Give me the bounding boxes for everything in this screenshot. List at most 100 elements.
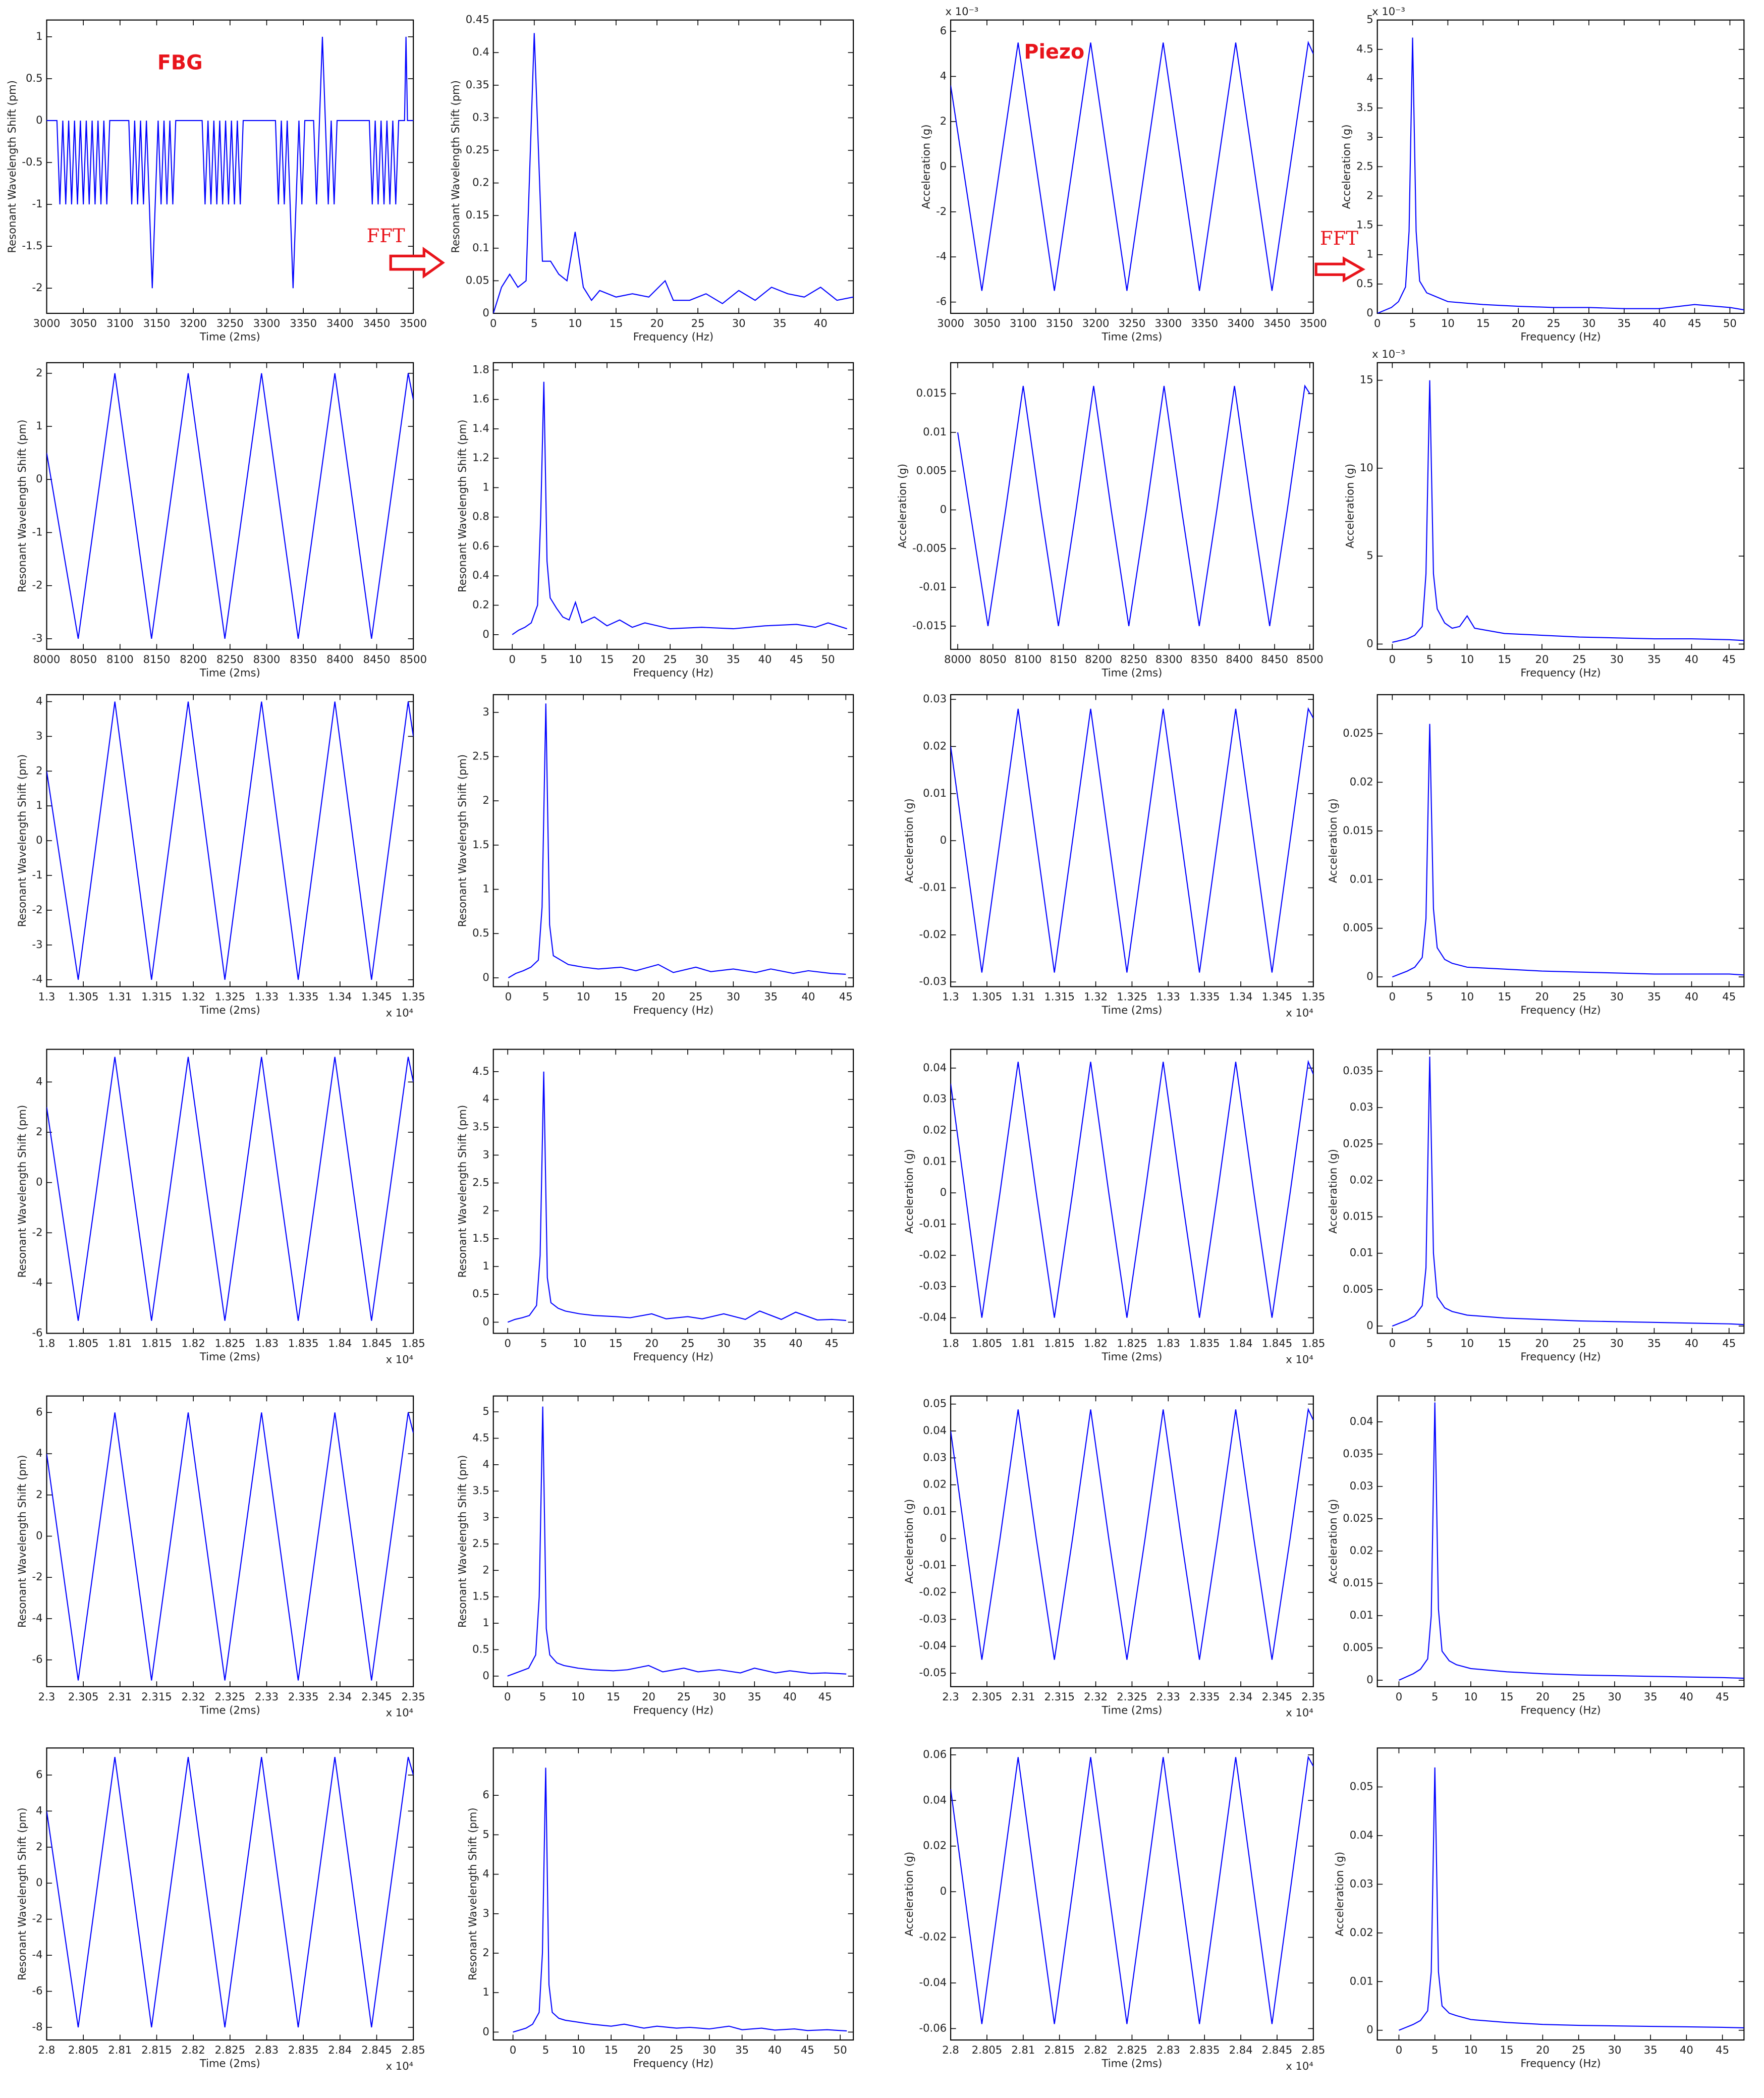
y-tick-label: 0 bbox=[1366, 1673, 1373, 1686]
x-tick-label: 20 bbox=[1536, 1690, 1550, 1703]
x-tick-label: 25 bbox=[1572, 2044, 1585, 2056]
data-line bbox=[507, 1071, 846, 1323]
y-tick-label: 0.4 bbox=[472, 569, 489, 581]
y-axis-label: Resonant Wavelength Shift (pm) bbox=[456, 420, 469, 593]
y-tick-label: -0.03 bbox=[919, 1612, 947, 1625]
y-tick-label: -0.02 bbox=[919, 928, 947, 941]
y-tick-label: 0.01 bbox=[923, 787, 947, 799]
y-tick-label: 4.5 bbox=[472, 1065, 489, 1077]
x-tick-label: 3300 bbox=[253, 317, 281, 329]
x-tick-label: 5 bbox=[540, 653, 547, 666]
subplot: 0 5 10 15 20 25 30 35 40 45 0 0.005 0.01 0.015 0.02 0.0… bbox=[1327, 1048, 1745, 1363]
plot-area bbox=[950, 362, 1314, 650]
y-tick-label: 3 bbox=[36, 729, 42, 742]
x-axis-label: Frequency (Hz) bbox=[1520, 666, 1601, 679]
x-tick-label: 8500 bbox=[400, 653, 427, 666]
x-tick-label: 5 bbox=[539, 1690, 546, 1703]
x-tick-label: 1.85 bbox=[1301, 1337, 1325, 1350]
y-tick-label: 0.03 bbox=[1350, 1100, 1373, 1113]
x-tick-label: 8000 bbox=[944, 653, 971, 666]
y-tick-label: 3 bbox=[482, 1511, 489, 1523]
x-tick-label: 3250 bbox=[216, 317, 244, 329]
x-tick-label: 50 bbox=[821, 653, 835, 666]
y-tick-label: -0.02 bbox=[919, 1585, 947, 1598]
x-tick-label: 1.325 bbox=[215, 990, 245, 1003]
x-tick-label: 20 bbox=[1535, 990, 1549, 1003]
x-tick-label: 8450 bbox=[1261, 653, 1288, 666]
x-tick-label: 20 bbox=[1512, 317, 1525, 329]
x-tick-label: 8200 bbox=[1085, 653, 1112, 666]
x-tick-label: 2.845 bbox=[361, 2044, 392, 2056]
subplot: 0 5 10 15 20 25 30 35 40 45 0 0.005 0.01 0.015 0.02 0.0… bbox=[1327, 694, 1745, 1016]
x-tick-label: 25 bbox=[1572, 1690, 1585, 1703]
x-tick-label: 25 bbox=[1573, 990, 1586, 1003]
y-tick-label: 0.15 bbox=[466, 208, 489, 221]
y-tick-label: 0.025 bbox=[1343, 1137, 1373, 1149]
x-tick-label: 45 bbox=[1722, 990, 1736, 1003]
x-tick-label: 2.315 bbox=[1044, 1690, 1074, 1703]
x-tick-label: 2.825 bbox=[215, 2044, 245, 2056]
x-tick-label: 1.83 bbox=[1156, 1337, 1180, 1350]
y-tick-label: 1 bbox=[482, 1616, 489, 1629]
x-tick-label: 0 bbox=[509, 653, 516, 666]
x-tick-label: 30 bbox=[1610, 990, 1624, 1003]
y-tick-label: 4 bbox=[36, 1075, 42, 1087]
y-tick-label: 0.02 bbox=[923, 1839, 947, 1852]
x-offset-label: x 10⁴ bbox=[386, 1706, 414, 1719]
x-tick-label: 20 bbox=[1535, 653, 1549, 666]
x-tick-label: 8100 bbox=[1015, 653, 1042, 666]
y-tick-label: 0 bbox=[482, 2025, 489, 2037]
y-axis-label: Resonant Wavelength Shift (pm) bbox=[6, 80, 18, 253]
y-tick-label: 0 bbox=[940, 159, 947, 172]
x-tick-label: 45 bbox=[839, 990, 853, 1003]
y-axis-label: Acceleration (g) bbox=[1343, 464, 1356, 548]
x-tick-label: 35 bbox=[753, 1337, 766, 1350]
x-axis-label: Frequency (Hz) bbox=[633, 1004, 713, 1016]
x-tick-label: 35 bbox=[1647, 653, 1661, 666]
y-tick-label: 1 bbox=[36, 419, 42, 432]
y-tick-label: 3 bbox=[482, 1148, 489, 1161]
x-tick-label: 25 bbox=[681, 1337, 695, 1350]
y-tick-label: 2 bbox=[482, 794, 489, 806]
x-tick-label: 35 bbox=[735, 2044, 749, 2056]
data-line bbox=[1392, 380, 1744, 643]
x-tick-label: 3050 bbox=[70, 317, 97, 329]
y-axis-label: Acceleration (g) bbox=[1333, 1852, 1346, 1937]
y-tick-label: 3.5 bbox=[1356, 101, 1373, 114]
x-tick-label: 25 bbox=[670, 2044, 683, 2056]
y-axis-label: Acceleration (g) bbox=[903, 1499, 915, 1584]
y-tick-label: 0 bbox=[1366, 970, 1373, 982]
x-tick-label: 3150 bbox=[143, 317, 171, 329]
y-tick-label: 0.005 bbox=[1343, 921, 1373, 934]
plot-area bbox=[46, 1048, 414, 1334]
x-tick-label: 15 bbox=[1500, 1690, 1514, 1703]
subplot: 1.3 1.305 1.31 1.315 1.32 1.325 1.33 1.335 1.34 1… bbox=[16, 694, 425, 1019]
x-tick-label: 2.31 bbox=[1011, 1690, 1035, 1703]
plot-area bbox=[1376, 1747, 1745, 2041]
y-tick-label: 0.01 bbox=[1350, 1609, 1373, 1621]
x-tick-label: 2.335 bbox=[1189, 1690, 1220, 1703]
data-line bbox=[1392, 1057, 1744, 1327]
x-tick-label: 8050 bbox=[70, 653, 97, 666]
x-tick-label: 40 bbox=[802, 990, 815, 1003]
y-tick-label: 3 bbox=[482, 705, 489, 718]
x-tick-label: 1.825 bbox=[215, 1337, 245, 1350]
x-tick-label: 15 bbox=[614, 990, 628, 1003]
x-tick-label: 30 bbox=[1610, 1337, 1624, 1350]
x-tick-label: 1.32 bbox=[182, 990, 205, 1003]
x-tick-label: 1.31 bbox=[108, 990, 132, 1003]
x-tick-label: 30 bbox=[1608, 2044, 1621, 2056]
x-tick-label: 5 bbox=[542, 2044, 549, 2056]
x-axis-label: Frequency (Hz) bbox=[1520, 1703, 1601, 1716]
arrow bbox=[389, 247, 445, 279]
y-tick-label: 1.8 bbox=[472, 363, 489, 375]
x-tick-label: 1.315 bbox=[141, 990, 172, 1003]
y-tick-label: 0 bbox=[1366, 1319, 1373, 1332]
x-tick-label: 20 bbox=[637, 2044, 651, 2056]
x-tick-label: 2.81 bbox=[108, 2044, 132, 2056]
x-tick-label: 5 bbox=[542, 990, 549, 1003]
x-axis-label: Time (2ms) bbox=[199, 666, 260, 679]
y-tick-label: 0.5 bbox=[472, 1642, 489, 1655]
x-tick-label: 10 bbox=[1460, 1337, 1474, 1350]
data-line bbox=[1377, 37, 1744, 314]
